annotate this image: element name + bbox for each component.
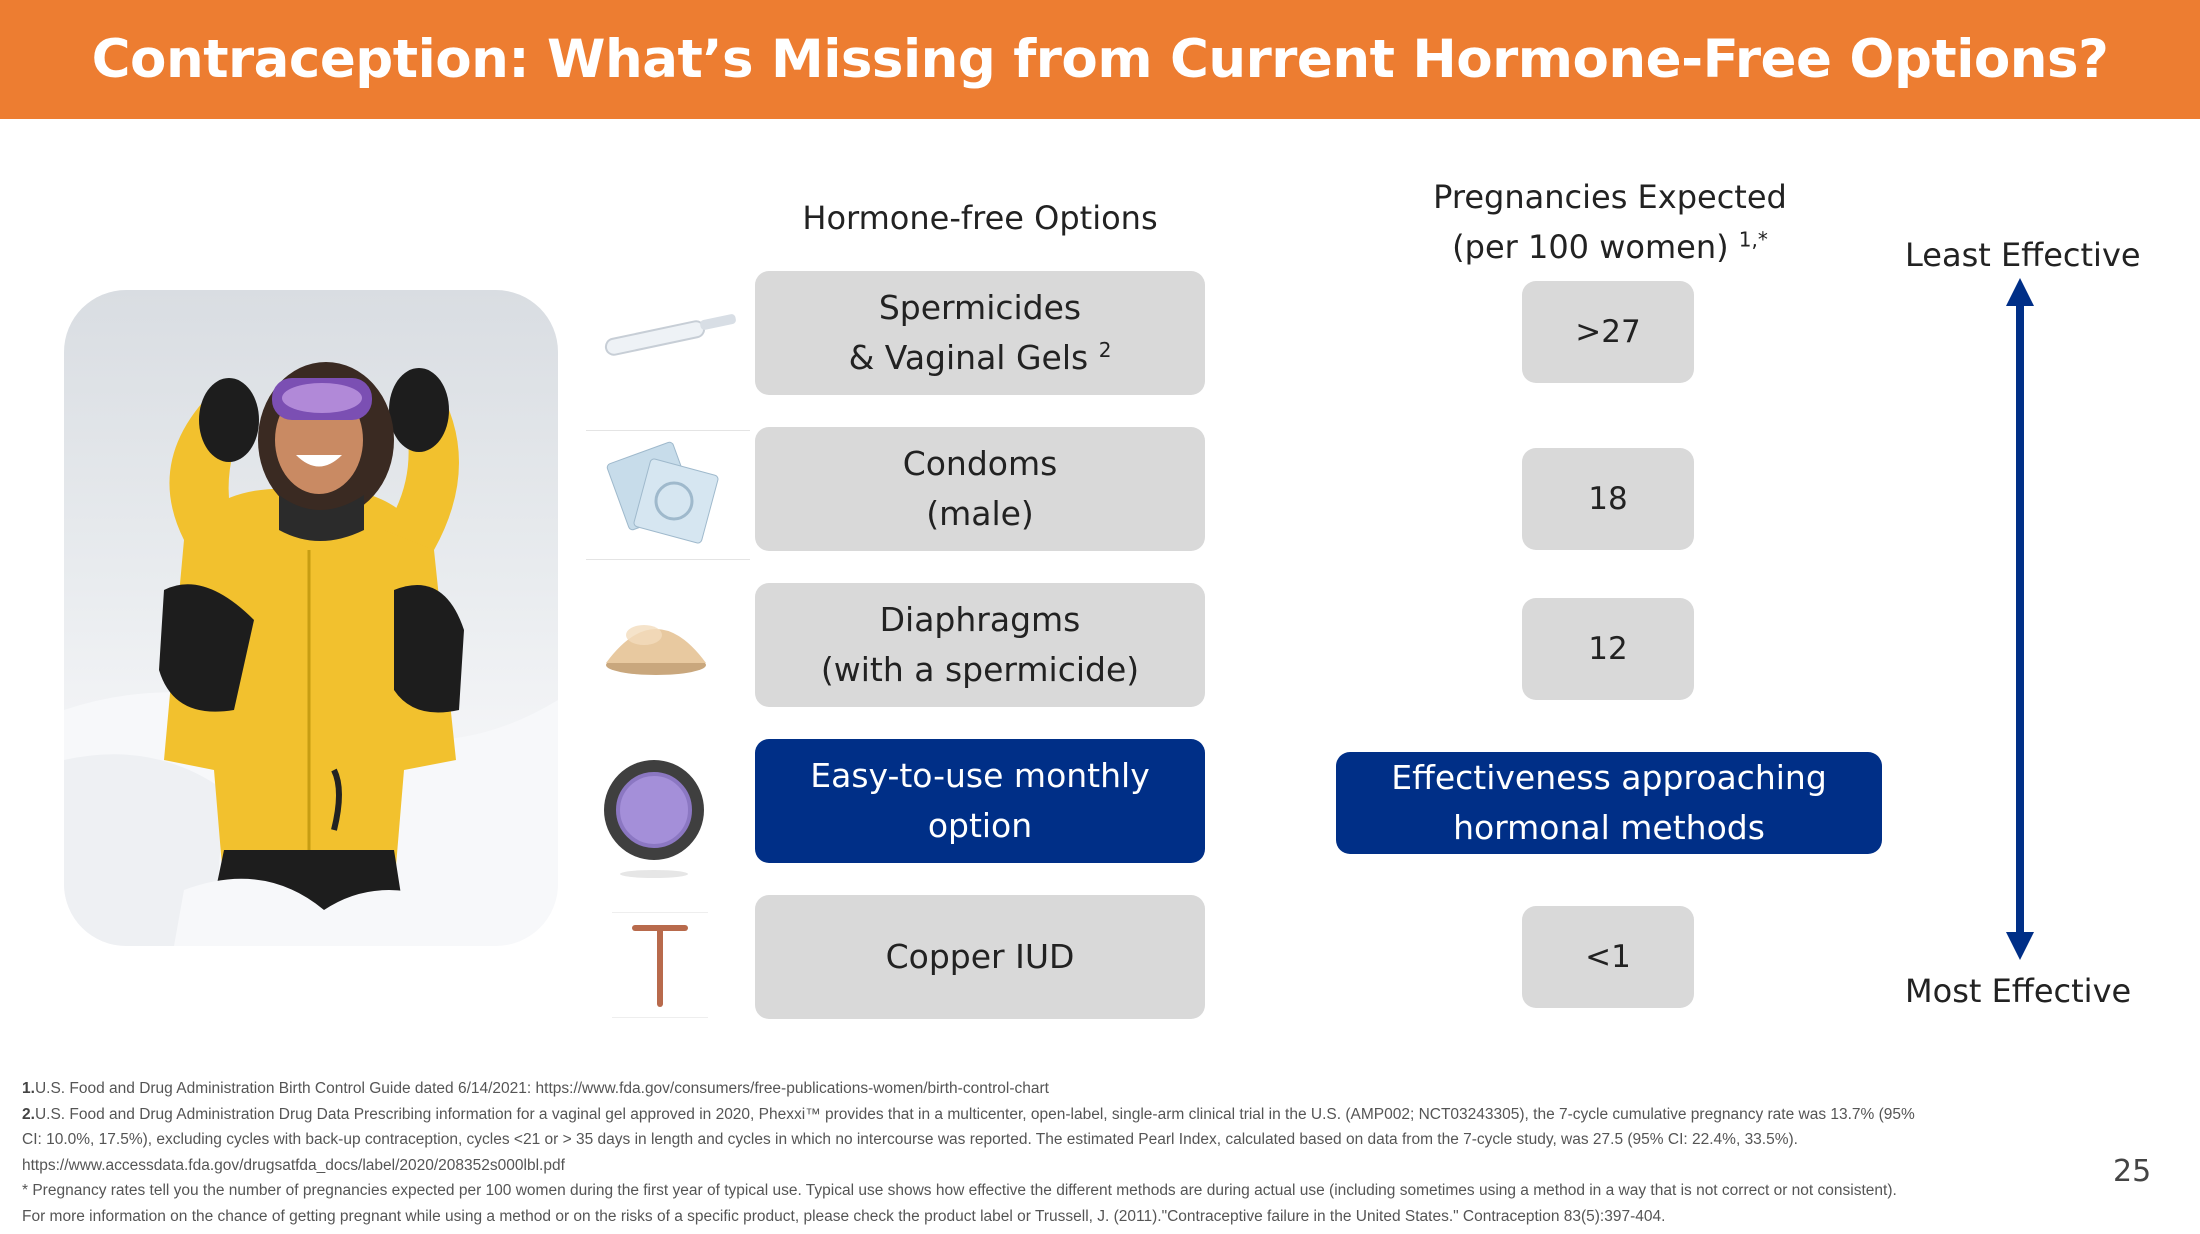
slide-title: Contraception: What’s Missing from Curre…	[91, 29, 2109, 90]
pregnancies-header-line1: Pregnancies Expected	[1433, 178, 1787, 216]
footnote-1: 1.U.S. Food and Drug Administration Birt…	[22, 1080, 1049, 1097]
footnote-2-link: https://www.accessdata.fda.gov/drugsatfd…	[22, 1156, 565, 1174]
condom-packets-icon	[586, 430, 750, 560]
applicator-icon	[600, 300, 740, 370]
page-number: 25	[2113, 1154, 2152, 1189]
option-condoms: Condoms (male)	[755, 427, 1205, 551]
value-condoms: 18	[1522, 448, 1694, 550]
highlight-effectiveness: Effectiveness approaching hormonal metho…	[1336, 752, 1882, 854]
footnote-2-line2: CI: 10.0%, 17.5%), excluding cycles with…	[22, 1131, 1798, 1148]
title-banner: Contraception: What’s Missing from Curre…	[0, 0, 2200, 119]
least-effective-label: Least Effective	[1905, 236, 2141, 274]
value-copper-iud: <1	[1522, 906, 1694, 1008]
footnote-2: 2.U.S. Food and Drug Administration Drug…	[22, 1105, 1915, 1123]
copper-iud-icon	[612, 912, 708, 1018]
pregnancies-header: Pregnancies Expected (per 100 women) 1,*	[1380, 172, 1840, 272]
most-effective-label: Most Effective	[1905, 972, 2132, 1010]
footnote-star-line2: For more information on the chance of ge…	[22, 1207, 1666, 1225]
pregnancies-header-line2: (per 100 women) 1,*	[1452, 227, 1768, 266]
woman-snow-photo	[64, 290, 558, 946]
pregnancies-header-superscript: 1,*	[1738, 227, 1768, 252]
footnote-star: * Pregnancy rates tell you the number of…	[22, 1182, 1897, 1199]
footnotes: 1.U.S. Food and Drug Administration Birt…	[22, 1076, 2112, 1229]
value-spermicides: >27	[1522, 281, 1694, 383]
option-monthly: Easy-to-use monthly option	[755, 739, 1205, 863]
vaginal-ring-icon	[598, 750, 710, 882]
diaphragm-icon	[596, 595, 716, 685]
photo-illustration	[64, 362, 558, 946]
option-diaphragms: Diaphragms (with a spermicide)	[755, 583, 1205, 707]
options-header: Hormone-free Options	[802, 199, 1158, 237]
effectiveness-arrow-icon	[2006, 278, 2034, 960]
option-spermicides: Spermicides & Vaginal Gels 2	[755, 271, 1205, 395]
option-copper-iud: Copper IUD	[755, 895, 1205, 1019]
value-diaphragms: 12	[1522, 598, 1694, 700]
